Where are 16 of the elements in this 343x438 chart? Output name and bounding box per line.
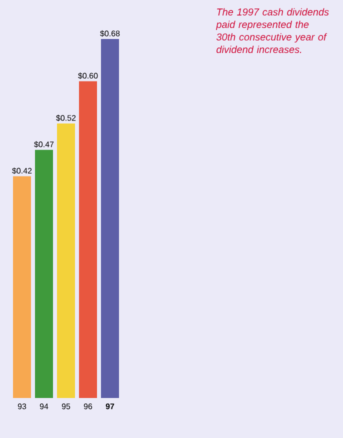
x-tick-label: 94 [40,404,48,410]
data-label: $0.52 [56,114,76,122]
data-label: $0.68 [100,30,120,37]
data-label: $0.42 [12,168,32,174]
bar [79,81,97,398]
text: The 1997 cash dividends paid represented the 30th consecutive year of dividend increases. [216,8,329,54]
data-label: $0.60 [78,72,98,80]
bar [57,123,75,398]
bar [13,176,31,398]
bar [100,38,119,398]
x-tick-label: 97 [106,404,114,410]
x-tick-label: 96 [84,404,92,410]
x-tick-label: 95 [62,404,70,410]
bar [35,150,53,398]
data-label: $0.47 [34,141,54,148]
x-tick-label: 93 [18,404,26,410]
